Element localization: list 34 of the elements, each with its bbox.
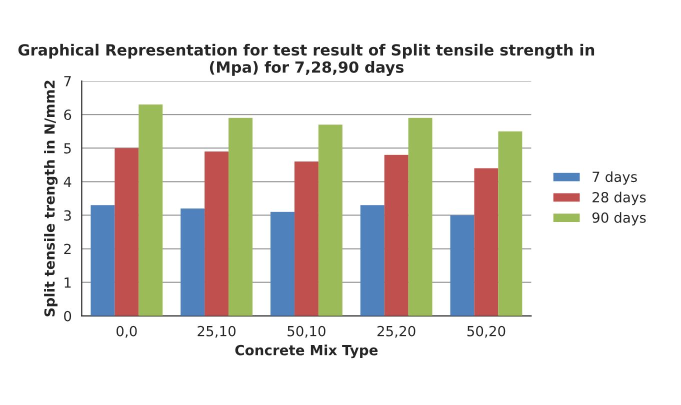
x-tick-label: 25,10	[198, 326, 236, 338]
y-tick-label: 4	[64, 176, 72, 187]
y-tick-label: 6	[64, 110, 72, 120]
bar	[450, 215, 474, 316]
y-tick-label: 7	[64, 76, 71, 86]
y-tick-label: 1	[64, 277, 71, 288]
x-tick-label: 0,0	[116, 326, 137, 338]
bar	[228, 118, 253, 316]
x-tick-label: 25,20	[377, 326, 416, 338]
bar	[270, 212, 294, 316]
bar	[204, 151, 229, 316]
bar	[138, 104, 163, 316]
bar	[360, 205, 384, 316]
legend-label: 90 days	[592, 212, 646, 226]
y-tick-label: 0	[64, 310, 72, 322]
x-axis-title: Concrete Mix Type	[235, 344, 378, 358]
bar	[408, 118, 432, 316]
bar	[498, 131, 522, 316]
chart-title: Graphical Representation for test result of Split tensile strength in (Mpa) for 7,28,90 days	[18, 44, 594, 76]
y-tick-label: 3	[64, 210, 71, 221]
bar	[180, 208, 205, 316]
legend-label: 7 days	[592, 171, 637, 185]
bar	[90, 205, 115, 316]
y-axis-title: Split tensile trength in N/mm2	[44, 80, 58, 316]
legend-label: 28 days	[592, 192, 646, 206]
bar	[114, 148, 139, 316]
bar	[318, 124, 342, 316]
y-tick-label: 2	[64, 244, 71, 254]
x-tick-label: 50,10	[288, 326, 326, 338]
bar	[384, 154, 408, 316]
y-tick-label: 5	[64, 143, 71, 154]
x-tick-label: 50,20	[467, 326, 506, 338]
bar	[294, 162, 318, 316]
bar	[474, 168, 498, 316]
